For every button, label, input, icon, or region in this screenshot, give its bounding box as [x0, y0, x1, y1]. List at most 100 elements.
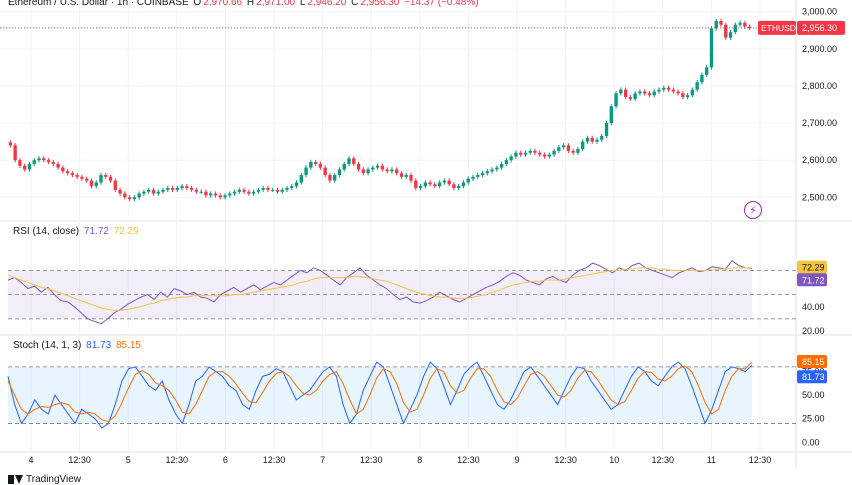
y-tick-label: 0.00 [802, 437, 820, 447]
close-value: 2,956.30 [360, 0, 400, 8]
candle-body [99, 175, 103, 183]
candle-body [371, 167, 375, 170]
tradingview-logo[interactable]: TradingView [8, 474, 81, 485]
candle-body [452, 184, 456, 189]
candle-body [285, 188, 289, 190]
candle-body [709, 28, 714, 68]
candle-body [409, 175, 413, 181]
candle-body [690, 89, 695, 96]
candle-body [695, 82, 699, 90]
candle-body [571, 150, 575, 153]
candle-body [304, 167, 308, 176]
series-line [7, 361, 753, 423]
value-tag [797, 355, 827, 369]
candle-body [666, 87, 671, 90]
x-tick-label: 9 [514, 455, 519, 465]
candle-body [108, 176, 113, 181]
candle-body [628, 97, 633, 99]
candle-body [581, 141, 585, 150]
x-tick-label: 12:30 [554, 455, 577, 465]
candle-body [457, 186, 461, 189]
series-line [7, 361, 753, 429]
candle-body [638, 91, 642, 94]
candle-body [504, 160, 509, 164]
candle-body [70, 173, 75, 176]
candle-body [499, 163, 504, 168]
candle-body [156, 191, 160, 194]
candle-body [657, 89, 661, 92]
candle-body [485, 171, 489, 174]
y-tick-label: 20.00 [802, 326, 825, 336]
candle-body [75, 175, 79, 177]
candle-body [747, 26, 752, 29]
rsi-ma-value: 72.29 [113, 226, 139, 237]
candle-body [80, 176, 84, 179]
lightning-icon[interactable]: ⚡ [744, 201, 762, 219]
candle-body [232, 191, 237, 194]
candle-body [595, 139, 599, 142]
candle-body [728, 32, 733, 38]
x-tick-label: 12:30 [457, 455, 480, 465]
candle-body [719, 20, 723, 25]
candle-body [161, 189, 165, 192]
candle-body [170, 188, 175, 190]
candle-body [185, 186, 189, 189]
candle-body [137, 193, 141, 198]
close-label: C [351, 0, 359, 8]
low-value: 2,946.20 [307, 0, 347, 8]
candle-body [356, 163, 361, 170]
symbol-tag-label: ETHUSD [761, 23, 796, 33]
candle-body [65, 171, 70, 174]
candle-body [194, 189, 199, 192]
x-tick-label: 6 [223, 455, 228, 465]
candle-body [395, 169, 399, 174]
candle-body [347, 158, 351, 164]
x-tick-label: 4 [28, 455, 33, 465]
candle-body [361, 169, 365, 174]
candle-body [528, 150, 532, 153]
candle-body [352, 158, 356, 164]
candle-body [261, 188, 265, 190]
candle-body [676, 91, 680, 94]
candle-body [585, 137, 590, 142]
candle-body [652, 91, 656, 96]
candle-body [32, 160, 36, 164]
candle-body [85, 178, 89, 181]
candle-body [714, 20, 718, 29]
candle-body [647, 93, 652, 96]
candle-body [404, 175, 408, 177]
candle-body [662, 87, 666, 90]
candle-body [256, 189, 261, 192]
candle-body [56, 163, 60, 168]
x-tick-label: 8 [417, 455, 422, 465]
value-tag-label: 81.73 [802, 372, 825, 382]
candle-body [619, 89, 623, 94]
candle-body [290, 186, 294, 189]
candle-body [509, 156, 513, 161]
candle-body [385, 169, 389, 172]
candle-body [738, 22, 742, 25]
candle-body [519, 152, 523, 155]
y-tick-label: 3,000.00 [802, 7, 837, 17]
y-tick-label: 2,900.00 [802, 44, 837, 54]
candle-body [180, 186, 184, 189]
candle-body [418, 186, 423, 189]
price-legend: Ethereum / U.S. Dollar · 1h · COINBASE O… [8, 0, 481, 9]
candle-body [213, 193, 218, 196]
x-tick-label: 12:30 [166, 455, 189, 465]
y-tick-label: 2,600.00 [802, 155, 837, 165]
candle-body [13, 145, 17, 161]
candle-body [428, 182, 432, 185]
candle-body [461, 182, 466, 187]
candle-body [8, 142, 13, 146]
candle-body [94, 182, 98, 187]
x-tick-label: 12:30 [360, 455, 383, 465]
stoch-d-value: 85.15 [115, 340, 141, 351]
candle-body [42, 158, 46, 161]
x-tick-label: 10 [609, 455, 619, 465]
candle-body [271, 189, 275, 191]
last-price-tag [797, 20, 845, 35]
candle-body [166, 188, 170, 190]
candle-body [700, 74, 704, 83]
